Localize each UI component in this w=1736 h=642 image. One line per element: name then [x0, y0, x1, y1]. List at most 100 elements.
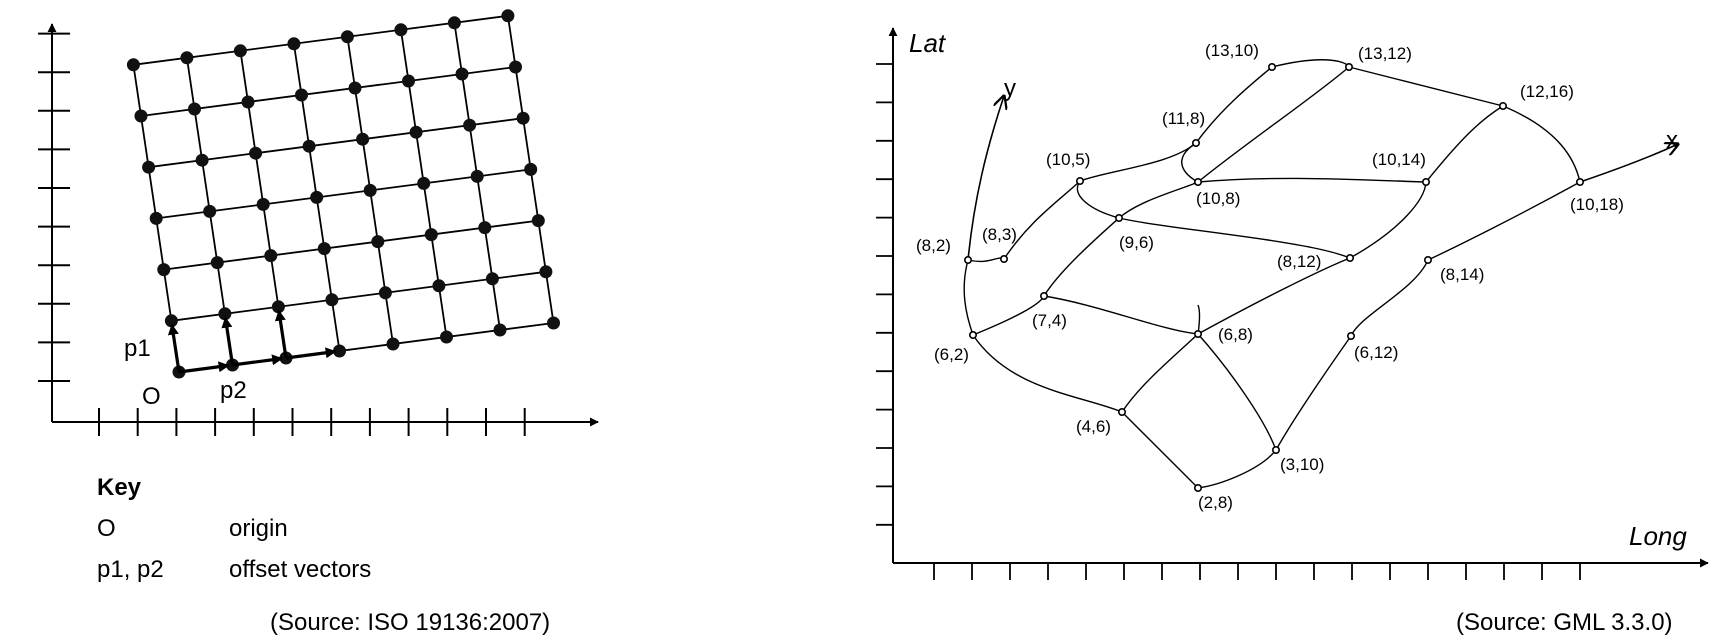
grid-point-label: (8,3)	[982, 225, 1017, 244]
grid-coordinate-axes	[967, 96, 1678, 261]
grid-point-label: (2,8)	[1198, 493, 1233, 512]
grid-x-label: x	[1666, 127, 1678, 154]
grid-node	[509, 60, 522, 74]
grid-curve	[1271, 59, 1350, 68]
grid-curve	[1348, 66, 1504, 107]
grid-curve	[1118, 217, 1269, 241]
key-legend: Key O origin p1, p2 offset vectors	[97, 474, 371, 583]
grid-node	[264, 249, 278, 263]
grid-curve	[1502, 105, 1581, 183]
key-definition-origin: origin	[229, 515, 288, 542]
grid-node	[195, 153, 209, 167]
grid-curve	[1076, 180, 1120, 219]
grid-node	[402, 74, 415, 88]
grid-row-line	[140, 66, 516, 117]
grid-point-label: (7,4)	[1032, 311, 1067, 330]
grid-point-p-9-6	[1115, 214, 1124, 223]
grid-curve	[967, 257, 1005, 263]
grid-node	[210, 256, 224, 270]
grid-node	[531, 214, 545, 228]
grid-node	[157, 263, 171, 277]
grid-node	[149, 211, 163, 225]
grid-point-label: (10,5)	[1046, 150, 1090, 169]
grid-node	[371, 235, 385, 249]
grid-curve	[1121, 411, 1199, 489]
grid-node	[539, 265, 553, 279]
grid-point-p-8-2	[963, 255, 972, 264]
grid-point-label: (8,12)	[1277, 252, 1321, 271]
grid-curve	[1003, 180, 1081, 260]
grid-node	[317, 242, 331, 256]
grid-point-p-6-2	[968, 330, 977, 339]
grid-point-p-10-8	[1194, 178, 1203, 187]
grid-point-label: (3,10)	[1280, 455, 1324, 474]
offset-vector-p1	[167, 323, 181, 373]
grid-node	[409, 125, 423, 139]
grid-point-label: (6,8)	[1218, 325, 1253, 344]
grid-node	[485, 272, 499, 286]
grid-node	[470, 169, 484, 183]
left-source-caption: (Source: ISO 19136:2007)	[270, 609, 550, 636]
grid-point-label: (6,2)	[934, 345, 969, 364]
grid-curve	[1043, 295, 1199, 335]
grid-node	[432, 279, 446, 293]
grid-points: (13,10) (13,12) (12,16) (11,8) (10,5) (10,14)…	[916, 41, 1624, 512]
left-diagram: O p1 p2 Key O origin p1, p2 offset vecto…	[38, 9, 599, 636]
lat-label: Lat	[909, 28, 947, 58]
grid-curve	[1121, 333, 1199, 413]
grid-curve	[1267, 239, 1351, 259]
grid-row-line	[133, 14, 509, 66]
grid-point-p-7-4	[1040, 291, 1049, 300]
grid-node	[241, 95, 255, 109]
grid-node	[378, 286, 392, 300]
grid-node	[188, 102, 201, 116]
grid-node	[180, 51, 194, 65]
grid-curve	[1197, 449, 1277, 489]
grid-point-p-10-14	[1422, 178, 1431, 187]
right-axes	[888, 27, 1709, 568]
grid-node	[455, 67, 469, 81]
grid-node	[134, 109, 148, 123]
rectified-grid	[126, 9, 560, 379]
grid-point-label: (13,10)	[1205, 41, 1259, 60]
grid-y-axis	[967, 96, 1004, 261]
grid-point-p-6-12	[1347, 331, 1356, 340]
grid-curve	[1181, 142, 1199, 183]
grid-point-label: (8,14)	[1440, 265, 1484, 284]
grid-point-p-4-6	[1118, 407, 1127, 416]
grid-node	[547, 316, 560, 330]
grid-node	[447, 16, 461, 30]
long-label: Long	[1629, 521, 1687, 551]
grid-point-label: (10,18)	[1570, 195, 1624, 214]
grid-point-p-2-8	[1194, 483, 1203, 492]
grid-node	[417, 176, 431, 190]
grid-point-p-13-12	[1345, 62, 1354, 71]
grid-node	[386, 337, 400, 351]
grid-point-p-12-16	[1499, 102, 1508, 111]
grid-curve	[1427, 181, 1581, 261]
grid-curve	[1195, 66, 1273, 144]
grid-point-label: (9,6)	[1119, 233, 1154, 252]
grid-curve	[1350, 259, 1429, 337]
grid-point-label: (13,12)	[1358, 44, 1412, 63]
grid-node	[142, 160, 156, 174]
grid-node	[203, 204, 217, 218]
grid-curve	[1349, 181, 1427, 259]
grid-curve	[1197, 177, 1427, 183]
grid-node	[356, 132, 370, 146]
p2-label: p2	[220, 377, 247, 404]
grid-row-line	[156, 168, 531, 220]
grid-node	[424, 228, 438, 242]
grid-node	[233, 44, 247, 58]
grid-node	[348, 81, 362, 95]
grid-node	[463, 118, 477, 132]
grid-curve	[1118, 181, 1199, 219]
grid-row-line	[171, 270, 547, 322]
grid-node	[256, 197, 270, 211]
grid-point-p-8-14	[1424, 255, 1433, 264]
right-source-caption: (Source: GML 3.3.0)	[1456, 609, 1673, 636]
grid-node	[302, 139, 316, 153]
grid-node	[516, 111, 530, 125]
grid-point-label: (10,8)	[1196, 189, 1240, 208]
